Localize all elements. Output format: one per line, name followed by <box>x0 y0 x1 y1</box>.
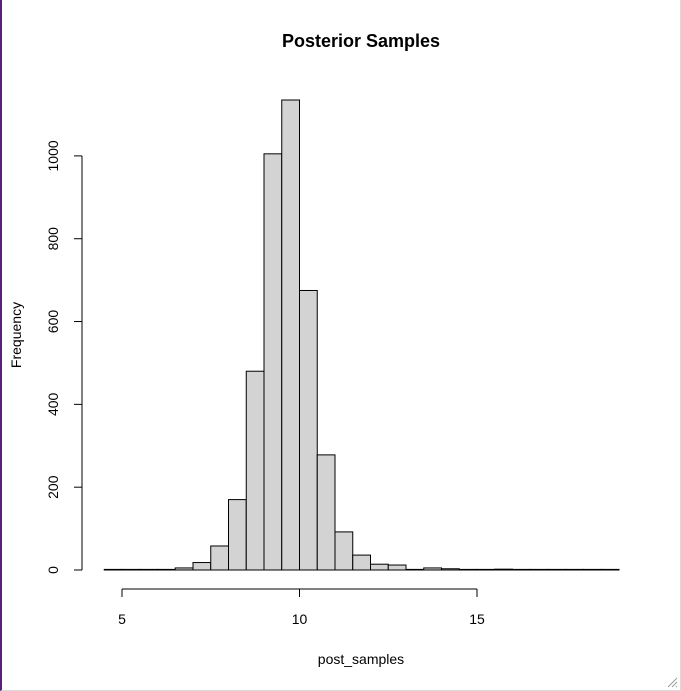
histogram-bar <box>299 289 318 571</box>
histogram-bar <box>387 564 407 571</box>
histogram-bar <box>334 531 354 571</box>
histogram-bar <box>210 545 229 571</box>
y-tick-label: 400 <box>45 392 61 416</box>
histogram-bar <box>405 568 425 571</box>
histogram-bar <box>103 568 123 571</box>
x-tick-label: 5 <box>118 611 126 627</box>
x-axis-label: post_samples <box>318 651 404 667</box>
histogram-bar <box>352 554 371 571</box>
histogram-bar <box>192 562 212 571</box>
y-tick-label: 800 <box>45 227 61 251</box>
y-axis: 0 200 400 600 800 1000 <box>45 140 83 574</box>
histogram-bar <box>157 568 176 571</box>
y-tick-label: 0 <box>45 566 61 574</box>
histogram-bar <box>281 99 300 571</box>
histogram-bar <box>423 567 442 571</box>
histogram-bar <box>441 568 460 571</box>
histogram-bar <box>476 568 496 571</box>
bars-group <box>103 99 620 571</box>
histogram-bar <box>263 153 283 571</box>
y-tick-label: 600 <box>45 310 61 334</box>
y-axis-label: Frequency <box>8 302 24 368</box>
histogram-bar <box>245 370 265 571</box>
histogram-bar <box>316 454 336 571</box>
histogram-bar <box>121 568 141 571</box>
histogram-bar <box>512 568 531 571</box>
histogram-bar <box>228 499 247 571</box>
histogram-bar <box>370 563 389 571</box>
y-tick-label: 1000 <box>45 140 61 171</box>
x-tick-label: 10 <box>292 611 308 627</box>
histogram-bar <box>565 568 584 571</box>
histogram-bar <box>139 568 158 571</box>
resize-grip-icon[interactable] <box>666 676 678 688</box>
histogram-bar <box>600 568 620 571</box>
chart-title: Posterior Samples <box>282 31 440 51</box>
histogram-bar <box>494 568 513 571</box>
histogram-bar <box>529 568 549 571</box>
histogram-bar <box>458 568 478 571</box>
histogram-bar <box>547 568 567 571</box>
histogram-bar <box>174 567 194 571</box>
x-axis: 5 10 15 <box>118 588 485 627</box>
y-tick-label: 200 <box>45 475 61 499</box>
x-tick-label: 15 <box>469 611 485 627</box>
histogram-bar <box>583 568 602 571</box>
